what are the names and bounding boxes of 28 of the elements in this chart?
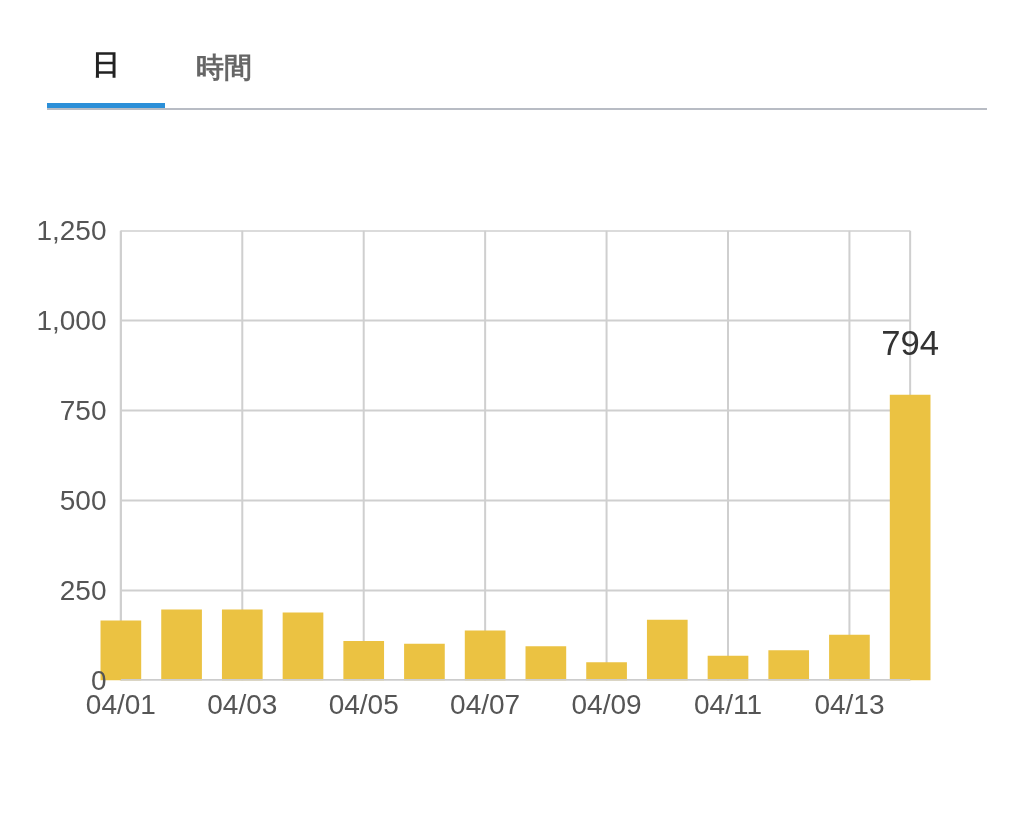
x-tick-label: 04/09 — [571, 688, 642, 720]
bar — [343, 640, 385, 681]
bar — [768, 650, 810, 681]
x-tick-label: 04/05 — [328, 688, 399, 720]
y-tick-label: 0 — [90, 665, 107, 696]
y-tick-label: 1,000 — [36, 305, 107, 336]
bar — [221, 609, 263, 681]
text: 時間 — [195, 50, 253, 86]
y-tick-label: 750 — [59, 395, 107, 426]
data-label: 794 — [881, 323, 940, 362]
bar — [161, 609, 202, 681]
text: 日 — [47, 45, 165, 108]
bar — [525, 646, 567, 681]
bar — [646, 619, 688, 681]
y-tick-label: 250 — [59, 575, 107, 606]
x-tick-label: 04/13 — [814, 688, 885, 720]
x-tick-label: 04/07 — [450, 688, 521, 720]
bar — [889, 394, 931, 681]
x-tick-label: 04/11 — [694, 688, 762, 720]
y-tick-label: 1,250 — [36, 215, 107, 246]
x-tick-label: 04/03 — [207, 688, 278, 720]
bar — [829, 634, 870, 681]
bar — [282, 612, 324, 681]
y-tick-label: 500 — [59, 485, 107, 516]
bar — [464, 630, 506, 681]
bar — [404, 643, 445, 681]
bar — [707, 655, 749, 681]
bar — [586, 662, 627, 681]
